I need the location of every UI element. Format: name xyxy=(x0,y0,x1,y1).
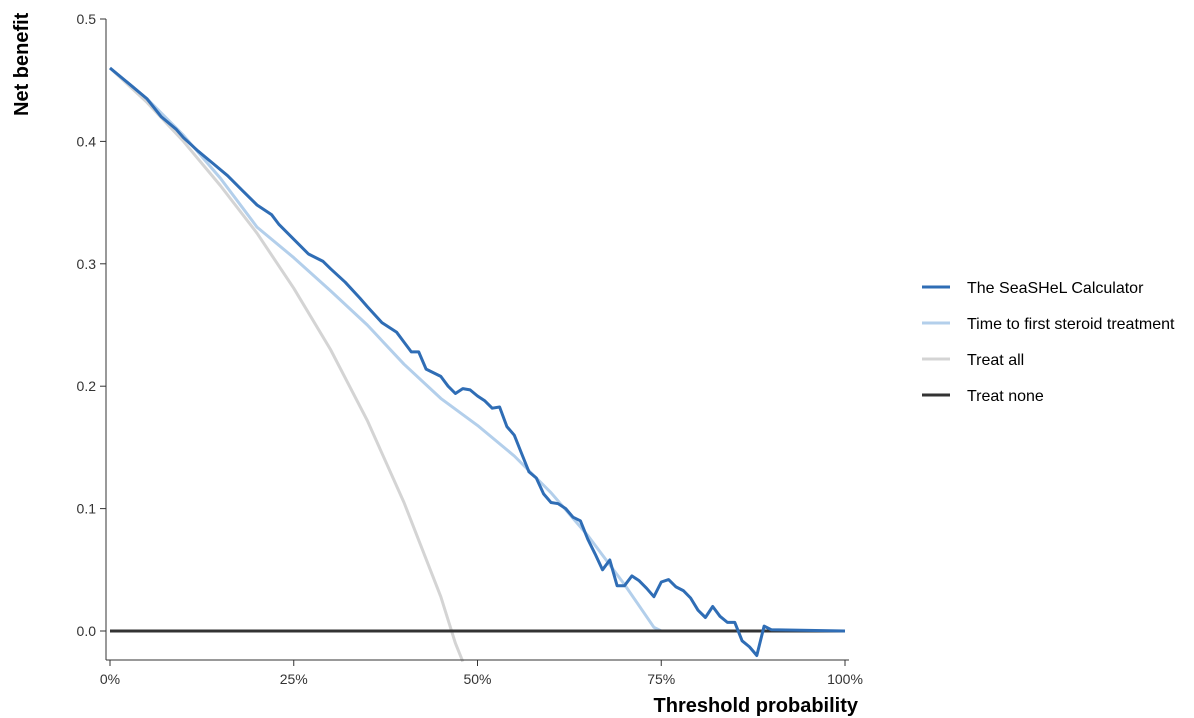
legend-label-2: Treat all xyxy=(967,352,1024,369)
legend: The SeaSHeL Calculator Time to first ster… xyxy=(922,280,1175,405)
series-line-1 xyxy=(109,66,845,633)
series-line-0 xyxy=(109,66,846,657)
x-tick-label: 100% xyxy=(827,671,863,687)
y-tick-label: 0.3 xyxy=(77,256,97,272)
y-tick-label: 0.5 xyxy=(77,11,97,27)
y-axis-title: Net benefit xyxy=(11,12,33,116)
axes: 0.0 0.1 0.2 0.3 0.4 0.5 0% 25% 50% 75% 100% xyxy=(77,11,863,687)
legend-label-1: Time to first steroid treatment xyxy=(967,316,1175,333)
plot-lines xyxy=(108,66,846,663)
series-line-2 xyxy=(108,66,465,663)
x-tick-label: 50% xyxy=(463,671,491,687)
legend-label-0: The SeaSHeL Calculator xyxy=(967,280,1144,297)
y-tick-label: 0.0 xyxy=(77,623,97,639)
x-tick-label: 0% xyxy=(100,671,120,687)
y-tick-label: 0.2 xyxy=(77,378,97,394)
x-tick-label: 25% xyxy=(280,671,308,687)
y-tick-label: 0.1 xyxy=(77,501,97,517)
legend-label-3: Treat none xyxy=(967,388,1044,405)
y-tick-label: 0.4 xyxy=(77,133,97,149)
x-tick-label: 75% xyxy=(647,671,675,687)
x-axis-title: Threshold probability xyxy=(654,695,859,717)
